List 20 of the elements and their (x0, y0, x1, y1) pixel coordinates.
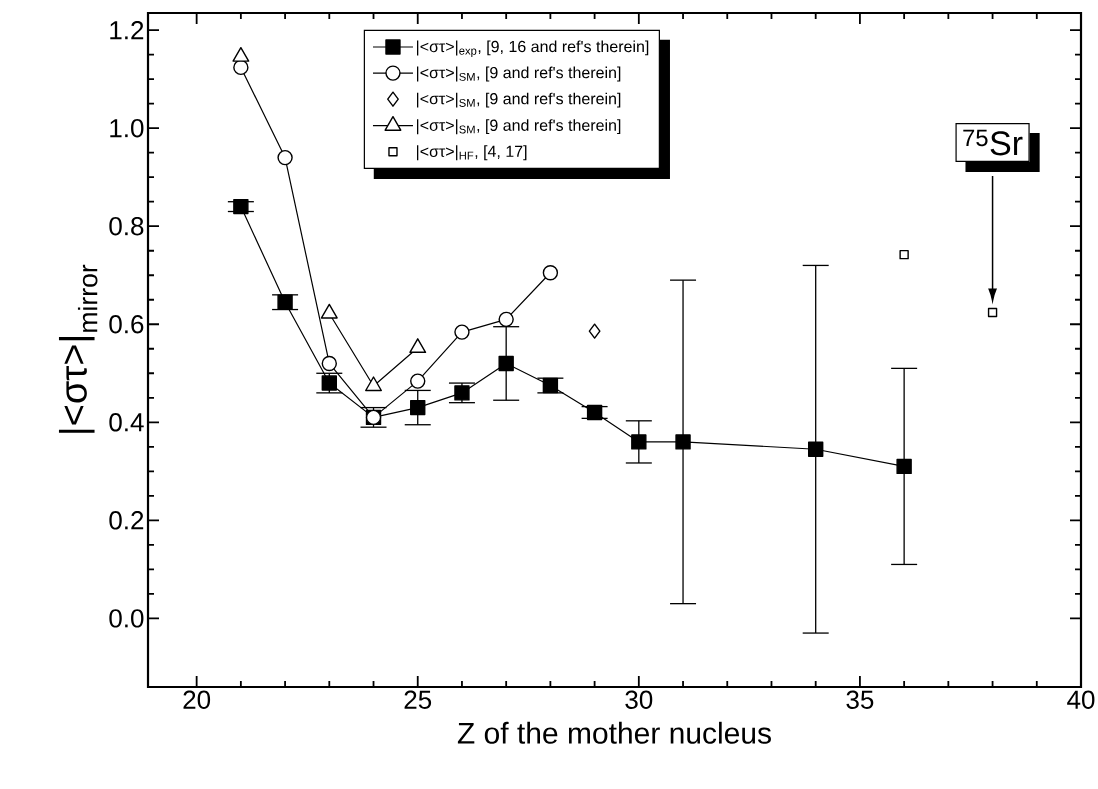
x-axis-title: Z of the mother nucleus (457, 721, 771, 744)
y-tick-label: 0.4 (109, 413, 144, 432)
x-tick-label: 40 (1067, 690, 1095, 709)
y-tick-label: 1.2 (110, 21, 144, 40)
legend-label: |<στ>|$_{HF}$, [4, 17] (417, 145, 527, 161)
y-tick-label: 0.0 (109, 609, 144, 628)
legend-label: |<στ>|$_{SM}$, [9 and ref's therein] (417, 92, 621, 108)
legend-label: |<στ>|$_{SM}$, [9 and ref's therein] (417, 119, 621, 135)
x-tick-label: 35 (846, 690, 874, 709)
x-tick-label: 25 (404, 690, 432, 709)
y-axis-title: |<στ>|$_{mirror}$ (58, 264, 98, 433)
y-tick-label: 0.8 (109, 217, 144, 236)
y-tick-label: 0.6 (109, 315, 144, 334)
y-tick-label: 1.0 (110, 118, 144, 138)
legend-label: |<στ>|$_{SM}$, [9 and ref's therein] (417, 66, 621, 82)
y-tick-label: 0.2 (109, 511, 144, 530)
annotation: $^{75}$Sr (963, 129, 1023, 156)
x-tick-label: 30 (625, 690, 653, 709)
x-tick-label: 20 (183, 690, 211, 709)
legend-label: |<στ>|$_{exp}$, [9, 16 and ref's therein] (417, 40, 649, 57)
